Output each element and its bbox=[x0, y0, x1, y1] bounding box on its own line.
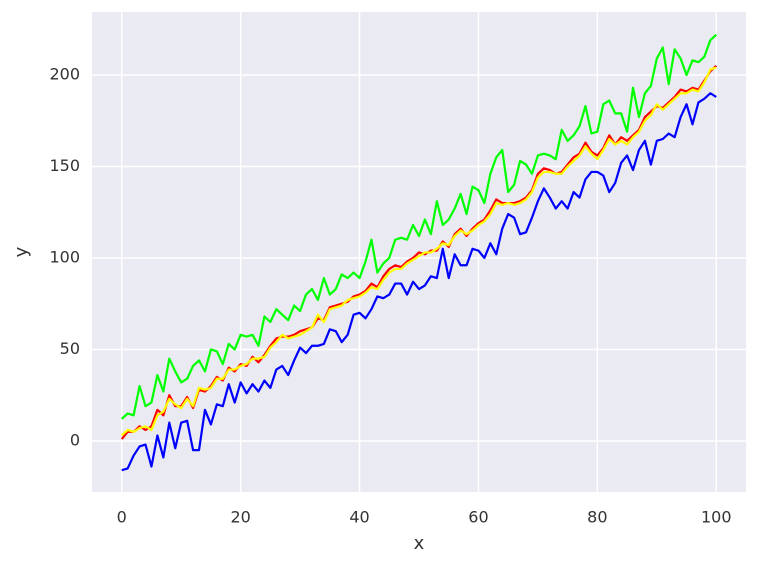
x-tick-label: 100 bbox=[701, 508, 732, 527]
y-axis-label: y bbox=[11, 246, 32, 257]
x-axis-label: x bbox=[414, 533, 425, 554]
y-tick-label: 200 bbox=[49, 64, 80, 83]
x-tick-label: 80 bbox=[587, 508, 607, 527]
y-tick-label: 150 bbox=[49, 156, 80, 175]
series-line bbox=[120, 66, 717, 437]
series-line bbox=[121, 92, 717, 472]
x-tick-label: 20 bbox=[230, 508, 250, 527]
y-tick-label: 0 bbox=[70, 430, 80, 449]
x-tick-label: 0 bbox=[117, 508, 127, 527]
y-tick-label: 50 bbox=[60, 339, 80, 358]
x-tick-label: 40 bbox=[349, 508, 369, 527]
y-tick-label: 100 bbox=[49, 247, 80, 266]
series-line bbox=[120, 33, 718, 420]
x-tick-label: 60 bbox=[468, 508, 488, 527]
